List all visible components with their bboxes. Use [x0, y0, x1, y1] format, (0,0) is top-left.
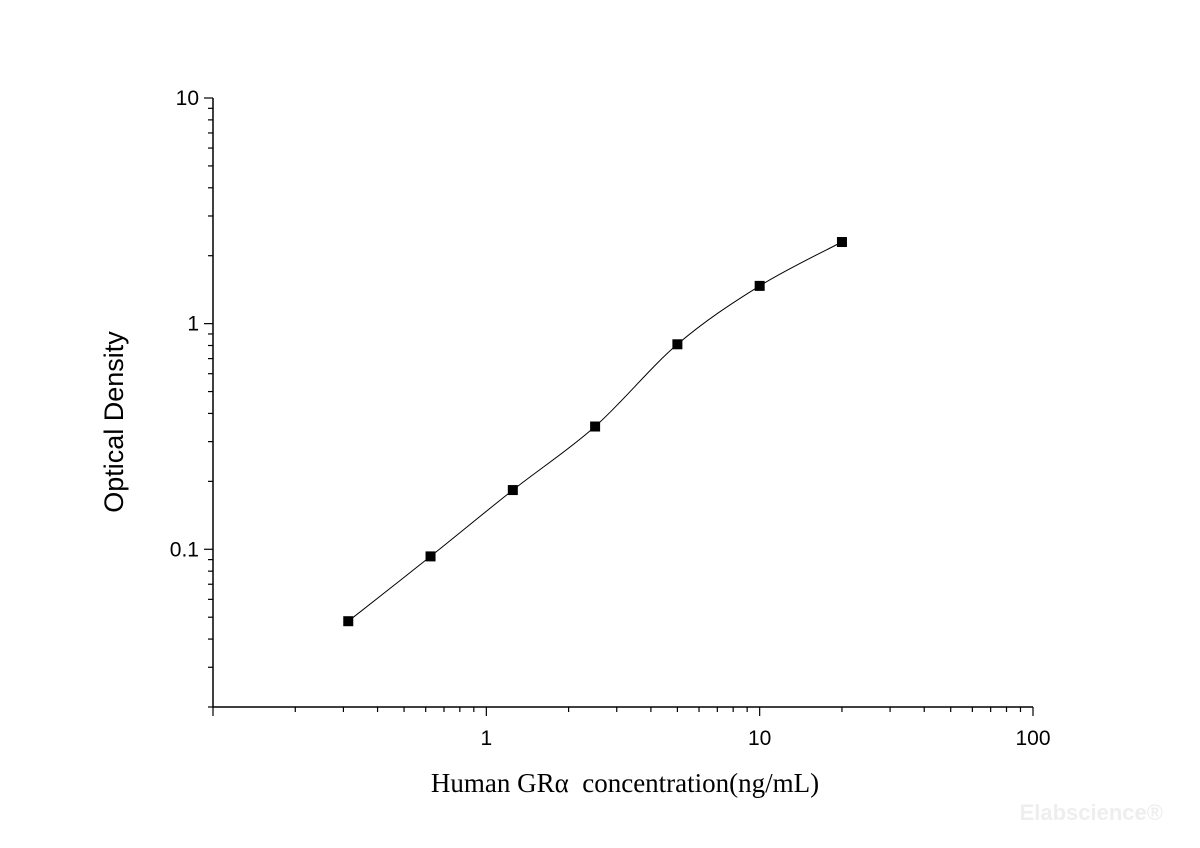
x-tick-label: 100 — [1015, 727, 1050, 750]
major-ticks — [204, 97, 1034, 716]
data-point — [590, 421, 601, 432]
data-point — [507, 485, 518, 496]
watermark-logo: Elabscience® — [1020, 800, 1163, 825]
y-tick-label: 1 — [187, 313, 199, 336]
x-axis-label: Human GRα concentration(ng/mL) — [431, 768, 819, 798]
data-point — [754, 280, 765, 291]
minor-ticks — [208, 107, 1022, 712]
y-axis-label: Optical Density — [99, 331, 129, 513]
tick-labels: 1 10 100 0.1 1 10 — [170, 87, 1051, 750]
data-point — [343, 616, 354, 627]
data-point — [425, 551, 436, 562]
y-tick-label: 0.1 — [170, 538, 199, 561]
data-point — [672, 339, 683, 350]
data-point — [836, 237, 847, 248]
fit-curve-line — [347, 241, 843, 622]
data-points — [343, 237, 847, 627]
y-tick-label: 10 — [176, 87, 199, 110]
x-tick-label: 1 — [480, 727, 492, 750]
x-tick-label: 10 — [748, 727, 771, 750]
